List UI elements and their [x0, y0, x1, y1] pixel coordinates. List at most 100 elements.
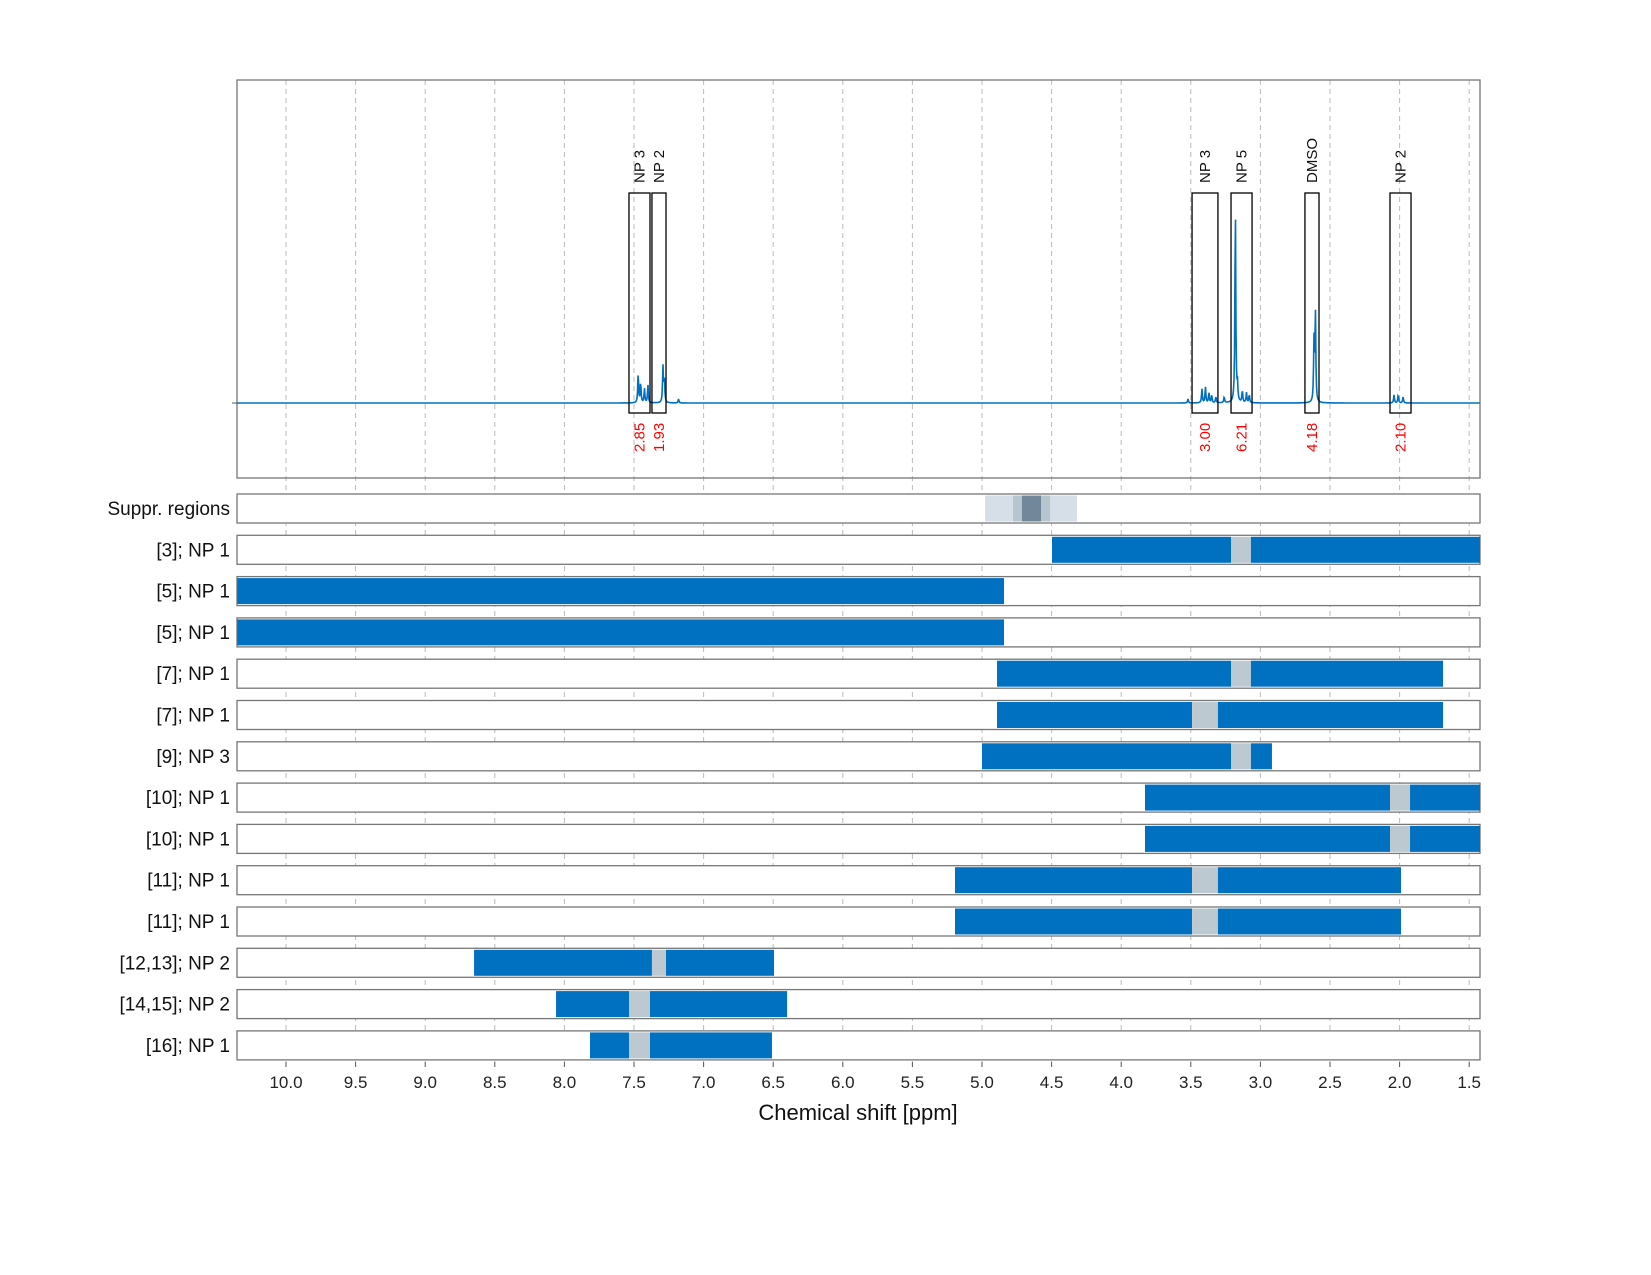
integral-value: 6.21: [1234, 423, 1251, 452]
annotation-label: DMSO: [1304, 138, 1321, 183]
annotation-box: [1304, 192, 1320, 414]
annotation-label: NP 3: [1197, 150, 1214, 183]
row-label: [11]; NP 1: [147, 912, 230, 933]
spectrum: [237, 219, 1480, 404]
range-bar: [666, 949, 775, 976]
range-bar: [1410, 784, 1480, 811]
range-bar: [1250, 536, 1480, 563]
excluded-gap: [1389, 825, 1411, 852]
x-tick-label: 5.5: [901, 1073, 925, 1092]
range-bar: [1250, 660, 1444, 687]
range-bar: [954, 867, 1193, 894]
row-panel: [236, 947, 1481, 978]
annotation-box: [1191, 192, 1219, 414]
x-tick-label: 7.0: [692, 1073, 716, 1092]
row-label: [16]; NP 1: [146, 1036, 230, 1057]
excluded-gap: [1231, 660, 1251, 687]
range-bar: [1217, 867, 1401, 894]
integral-value: 3.00: [1197, 423, 1214, 452]
x-tick-label: 1.5: [1457, 1073, 1481, 1092]
row-label: [10]; NP 1: [146, 788, 230, 809]
excluded-gap: [628, 991, 651, 1018]
x-axis-label: Chemical shift [ppm]: [758, 1100, 957, 1125]
row-label: [5]; NP 1: [156, 623, 230, 644]
row-label: [5]; NP 1: [156, 582, 230, 603]
integral-value: 1.93: [651, 423, 668, 452]
excluded-gap: [651, 949, 667, 976]
x-tick-label: 10.0: [269, 1073, 302, 1092]
integral-value: 2.85: [631, 423, 648, 452]
excluded-gap: [1231, 536, 1251, 563]
row-label: [10]; NP 1: [146, 829, 230, 850]
annotation-box: [628, 192, 651, 414]
range-bar: [1410, 825, 1480, 852]
row-label: [9]; NP 3: [156, 747, 230, 768]
range-bar: [954, 908, 1193, 935]
row-label: [12,13]; NP 2: [119, 953, 230, 974]
range-bar: [1052, 536, 1232, 563]
range-bar: [982, 743, 1232, 770]
range-rows: Suppr. regions [3]; NP 1 [5]; NP 1 [5]; NP …: [107, 493, 1481, 1061]
range-bar: [1145, 825, 1390, 852]
excluded-gap: [1192, 908, 1218, 935]
row-label: [14,15]; NP 2: [119, 995, 230, 1016]
grid-lines: [285, 80, 1470, 1062]
range-bar: [650, 1032, 772, 1059]
x-axis-ticks: 10.0 9.5 9.0 8.5 8.0 7.5 7.0 6.5 6.0 5.5 5.0 4.5 4.0…: [269, 1062, 1481, 1092]
excluded-gap: [1231, 743, 1251, 770]
range-bar: [556, 991, 629, 1018]
range-bar: [1217, 702, 1444, 728]
row-panel: [236, 493, 1481, 524]
excluded-gap: [628, 1032, 651, 1059]
row-label: [7]; NP 1: [156, 664, 230, 685]
row-label: [3]; NP 1: [156, 540, 230, 561]
integral-value: 2.10: [1393, 423, 1410, 452]
range-bar: [474, 949, 652, 976]
x-tick-label: 8.0: [553, 1073, 577, 1092]
annotation-box: [651, 192, 667, 414]
annotation-label: NP 5: [1234, 150, 1251, 183]
row-label: [11]; NP 1: [147, 871, 230, 892]
range-bar: [997, 660, 1232, 687]
row-panel: [236, 1030, 1481, 1061]
range-bar: [1217, 908, 1401, 935]
x-tick-label: 9.0: [413, 1073, 437, 1092]
x-tick-label: 8.5: [483, 1073, 507, 1092]
annotation-label: NP 2: [1393, 150, 1410, 183]
range-bar: [1145, 784, 1390, 811]
x-tick-label: 5.0: [970, 1073, 994, 1092]
x-tick-label: 3.5: [1179, 1073, 1203, 1092]
row-panel: [236, 988, 1481, 1020]
row-label: Suppr. regions: [107, 499, 230, 520]
annotation-label: NP 2: [651, 150, 668, 183]
excluded-gap: [1192, 867, 1218, 894]
range-bar: [590, 1032, 629, 1059]
x-tick-label: 9.5: [344, 1073, 368, 1092]
annotation-box: [1230, 192, 1253, 414]
x-tick-label: 6.0: [831, 1073, 855, 1092]
x-tick-label: 7.5: [622, 1073, 646, 1092]
range-bar: [237, 619, 1004, 646]
x-tick-label: 4.0: [1109, 1073, 1133, 1092]
x-tick-label: 4.5: [1040, 1073, 1064, 1092]
spectrum-panel: [236, 79, 1481, 479]
x-tick-label: 3.0: [1249, 1073, 1273, 1092]
excluded-gap: [1192, 702, 1218, 728]
spectrum-line: [237, 219, 1480, 404]
integral-value: 4.18: [1304, 423, 1321, 452]
annotations: NP 3 2.85 NP 2 1.93 NP 3 3.00 NP 5 6.21 DMSO 4.18…: [628, 138, 1412, 452]
range-bar: [650, 991, 788, 1018]
x-tick-label: 6.5: [761, 1073, 785, 1092]
annotation-label: NP 3: [631, 150, 648, 183]
range-bar: [997, 702, 1193, 728]
annotation-box: [1389, 192, 1412, 414]
row-label: [7]; NP 1: [156, 706, 230, 727]
row-panel: [236, 741, 1481, 772]
range-bar: [1250, 743, 1272, 770]
suppression-region: [1021, 495, 1042, 522]
range-bar: [237, 578, 1004, 605]
x-tick-label: 2.0: [1388, 1073, 1412, 1092]
x-tick-label: 2.5: [1318, 1073, 1342, 1092]
excluded-gap: [1389, 784, 1411, 811]
